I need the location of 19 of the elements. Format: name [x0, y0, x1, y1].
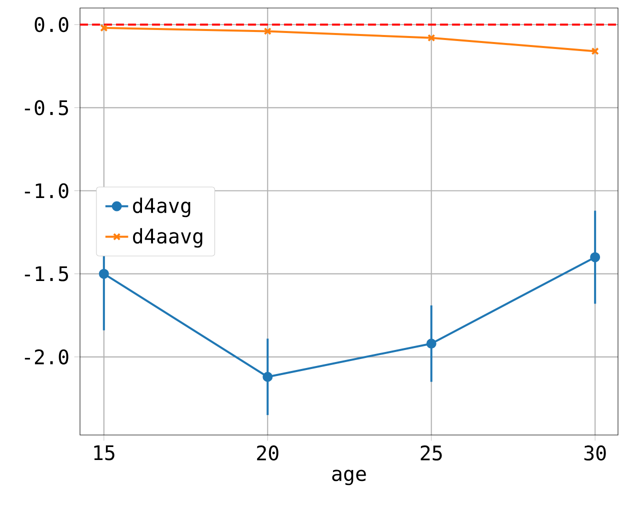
point — [426, 338, 436, 349]
y-tick-label: 0.0 — [34, 17, 68, 32]
y-tick-label: -1.0 — [24, 183, 68, 198]
point — [428, 34, 436, 42]
x-tick-label: 30 — [584, 445, 606, 461]
x-tick-label: 15 — [94, 445, 114, 460]
point — [264, 27, 272, 36]
x-tick-label: 20 — [257, 445, 278, 461]
legend-label: d4aavg — [133, 228, 202, 248]
y-tick-label: -1.5 — [24, 266, 68, 282]
x-tick-label: 25 — [420, 445, 442, 461]
point — [98, 268, 109, 279]
point — [590, 252, 600, 262]
point — [262, 372, 273, 382]
y-tick-label: -2.0 — [24, 349, 68, 364]
point — [100, 24, 108, 32]
legend-label: d4avg — [133, 198, 190, 218]
x-axis-title: age — [332, 470, 366, 486]
y-tick-label: -0.5 — [24, 100, 68, 116]
